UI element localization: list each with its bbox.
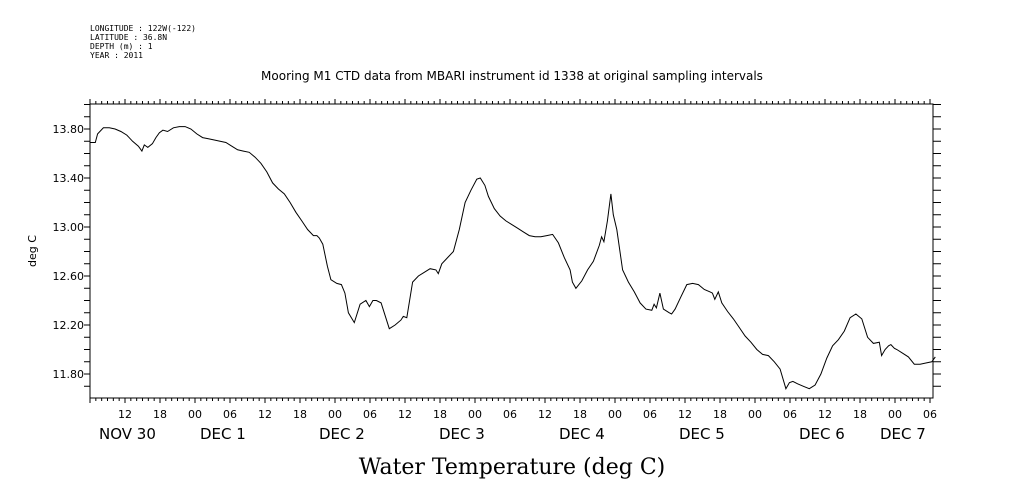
- hour-tick-label: 12: [818, 408, 832, 421]
- hour-tick-label: 06: [363, 408, 377, 421]
- hour-tick-label: 18: [293, 408, 307, 421]
- hour-tick-label: 18: [433, 408, 447, 421]
- y-tick-label: 12.60: [53, 270, 85, 283]
- hour-tick-label: 00: [188, 408, 202, 421]
- hour-tick-label: 00: [748, 408, 762, 421]
- latitude-text: LATITUDE : 36.8N: [90, 33, 167, 42]
- hour-tick-label: 00: [888, 408, 902, 421]
- hour-tick-label: 00: [328, 408, 342, 421]
- day-label: DEC 1: [200, 425, 246, 443]
- hour-tick-label: 06: [923, 408, 937, 421]
- y-tick-label: 13.00: [53, 221, 85, 234]
- hour-tick-label: 18: [713, 408, 727, 421]
- hour-tick-label: 06: [503, 408, 517, 421]
- hour-tick-label: 12: [538, 408, 552, 421]
- hour-tick-label: 00: [468, 408, 482, 421]
- y-tick-label: 13.40: [53, 172, 85, 185]
- y-tick-label: 11.80: [53, 368, 85, 381]
- y-tick-label: 12.20: [53, 319, 85, 332]
- day-label: DEC 2: [319, 425, 365, 443]
- day-label: DEC 6: [799, 425, 845, 443]
- y-tick-label: 13.80: [53, 123, 85, 136]
- longitude-text: LONGITUDE : 122W(-122): [90, 24, 196, 33]
- day-label: DEC 4: [559, 425, 605, 443]
- hour-tick-label: 12: [258, 408, 272, 421]
- year-text: YEAR : 2011: [90, 51, 143, 60]
- chart-title: Mooring M1 CTD data from MBARI instrumen…: [261, 69, 763, 83]
- hour-tick-label: 18: [853, 408, 867, 421]
- day-label: NOV 30: [99, 425, 156, 443]
- hour-tick-label: 12: [398, 408, 412, 421]
- hour-tick-label: 06: [223, 408, 237, 421]
- x-axis-label: Water Temperature (deg C): [359, 455, 666, 480]
- hour-tick-label: 06: [783, 408, 797, 421]
- day-label: DEC 5: [679, 425, 725, 443]
- x-axis: 12 18 00 06 12 18 00 06 12 18 00 06 12 18 00 06 12 18 00 06…: [99, 408, 937, 443]
- depth-text: DEPTH (m) : 1: [90, 42, 153, 51]
- minor-ticks: [89, 99, 931, 403]
- day-label: DEC 3: [439, 425, 485, 443]
- hour-tick-label: 06: [643, 408, 657, 421]
- hour-tick-label: 12: [118, 408, 132, 421]
- hour-tick-label: 00: [608, 408, 622, 421]
- hour-tick-label: 12: [678, 408, 692, 421]
- y-axis: 13.80 13.40 13.00 12.60 12.20 11.80: [53, 104, 941, 387]
- hour-tick-label: 18: [153, 408, 167, 421]
- day-label: DEC 7: [880, 425, 926, 443]
- station-info: LONGITUDE : 122W(-122) LATITUDE : 36.8N …: [90, 24, 196, 60]
- hour-tick-label: 18: [573, 408, 587, 421]
- water-temperature-line: [90, 126, 936, 390]
- plot-frame: [89, 103, 934, 399]
- y-axis-label: deg C: [26, 235, 39, 267]
